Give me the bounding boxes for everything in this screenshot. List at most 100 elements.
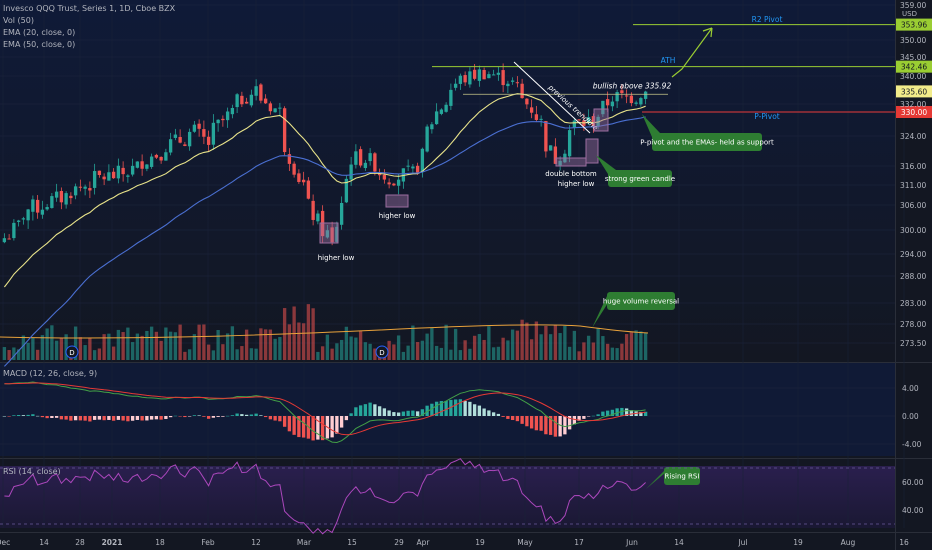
- volume-bar: [102, 334, 106, 360]
- macd-histogram-bar: [259, 415, 263, 416]
- macd-histogram-bar: [59, 416, 64, 420]
- volume-bar: [634, 330, 638, 360]
- macd-tick-label: 4.00: [902, 384, 919, 393]
- volume-bar: [639, 331, 643, 360]
- price-axis[interactable]: 273.50 278.00 283.00 288.00 294.00 300.00 306.…: [900, 1, 926, 515]
- macd-histogram-bar: [287, 416, 292, 432]
- macd-histogram-bar: [7, 416, 11, 417]
- macd-legend[interactable]: MACD (12, 26, close, 9): [3, 369, 98, 378]
- macd-histogram-bar: [491, 412, 496, 416]
- candle: [515, 82, 520, 84]
- ema20-legend[interactable]: EMA (20, close, 0): [3, 28, 76, 37]
- volume-bar: [567, 346, 572, 360]
- volume-bar: [235, 349, 239, 360]
- macd-histogram-bar: [69, 416, 73, 421]
- time-tick-label: 19: [793, 538, 803, 547]
- volume-bar: [230, 326, 235, 360]
- volume-bar: [482, 339, 486, 360]
- volume-bar: [534, 321, 539, 360]
- time-axis[interactable]: Dec 14 28 2021 18 Feb 12 Mar 15 29 Apr 19 May 17 Jun 14…: [0, 538, 909, 547]
- candle: [491, 74, 496, 76]
- p-pivot-support-callout-tail: [642, 114, 660, 137]
- candle: [268, 103, 273, 112]
- time-tick-label: Aug: [841, 538, 856, 547]
- volume-bar: [577, 351, 581, 360]
- candle: [206, 136, 211, 145]
- candle: [605, 99, 610, 106]
- macd-histogram-bar: [501, 416, 505, 417]
- previous-trendline: [513, 61, 591, 134]
- macd-histogram-bar: [107, 416, 111, 420]
- volume-bar: [197, 324, 201, 360]
- macd-histogram-bar: [425, 405, 429, 416]
- candle: [45, 207, 49, 210]
- volume-bar: [401, 351, 406, 360]
- volume-bar: [297, 322, 301, 360]
- volume-bar: [249, 348, 254, 360]
- volume-bar: [311, 308, 315, 360]
- candle: [59, 190, 64, 203]
- macd-histogram-bar: [83, 416, 87, 421]
- double-bottom-label: double bottom: [545, 170, 597, 178]
- candle: [529, 107, 534, 113]
- macd-histogram-bar: [349, 413, 353, 416]
- macd-histogram-bar: [330, 416, 334, 438]
- volume-bar: [496, 346, 501, 360]
- volume-ma-line: [0, 324, 649, 339]
- ema50-legend[interactable]: EMA (50, close, 0): [3, 40, 76, 49]
- candle: [149, 156, 154, 167]
- volume-bar: [487, 326, 491, 360]
- price-tick-label: 283.00: [900, 299, 926, 308]
- macd-histogram-bar: [50, 416, 54, 418]
- volume-bar: [287, 324, 292, 360]
- macd-histogram-bar: [211, 416, 216, 418]
- volume-bar: [439, 347, 444, 360]
- volume-bar: [325, 334, 330, 360]
- candle: [358, 149, 363, 166]
- candle: [434, 111, 439, 125]
- macd-histogram-bar: [116, 416, 121, 420]
- projection-arrow-head: [702, 27, 713, 38]
- dividend-marker-label: D: [69, 349, 74, 357]
- time-tick-label: 14: [674, 538, 684, 547]
- rsi-indicator: [0, 458, 895, 535]
- candle: [406, 165, 410, 167]
- macd-histogram-bar: [12, 415, 16, 416]
- macd-histogram-bar: [230, 415, 235, 416]
- macd-histogram-bar: [510, 416, 515, 421]
- volume-bar: [501, 337, 505, 360]
- candle: [558, 160, 562, 166]
- volume-bar: [178, 324, 182, 360]
- candle: [634, 102, 638, 104]
- candle: [164, 152, 168, 161]
- candle: [183, 144, 187, 146]
- candle: [577, 119, 581, 121]
- candle: [544, 121, 548, 152]
- volume-bar: [7, 350, 11, 360]
- rsi-legend[interactable]: RSI (14, close): [3, 467, 61, 476]
- r2-pivot-label: R2 Pivot: [752, 15, 783, 24]
- candle: [477, 69, 482, 81]
- candle: [610, 101, 615, 107]
- ema20-line: [3, 93, 646, 288]
- time-tick-label: 28: [75, 538, 85, 547]
- candle: [506, 83, 510, 87]
- rsi-tick-label: 60.00: [902, 478, 924, 487]
- time-tick-label: 15: [347, 538, 357, 547]
- projection-arrow: [671, 27, 713, 78]
- volume-bar: [278, 337, 282, 360]
- volume-legend[interactable]: Vol (50): [3, 16, 34, 25]
- volume-bar: [358, 330, 363, 360]
- macd-histogram-bar: [130, 416, 135, 421]
- candle: [430, 124, 434, 130]
- macd-histogram-bar: [268, 416, 273, 420]
- candle: [140, 161, 144, 169]
- macd-histogram-bar: [558, 416, 562, 437]
- volume-bar: [629, 332, 634, 360]
- volume-bar: [477, 334, 482, 360]
- volume-bar: [126, 327, 130, 360]
- volume-bar: [620, 343, 624, 360]
- candle: [643, 91, 648, 99]
- macd-histogram-bar: [482, 408, 486, 416]
